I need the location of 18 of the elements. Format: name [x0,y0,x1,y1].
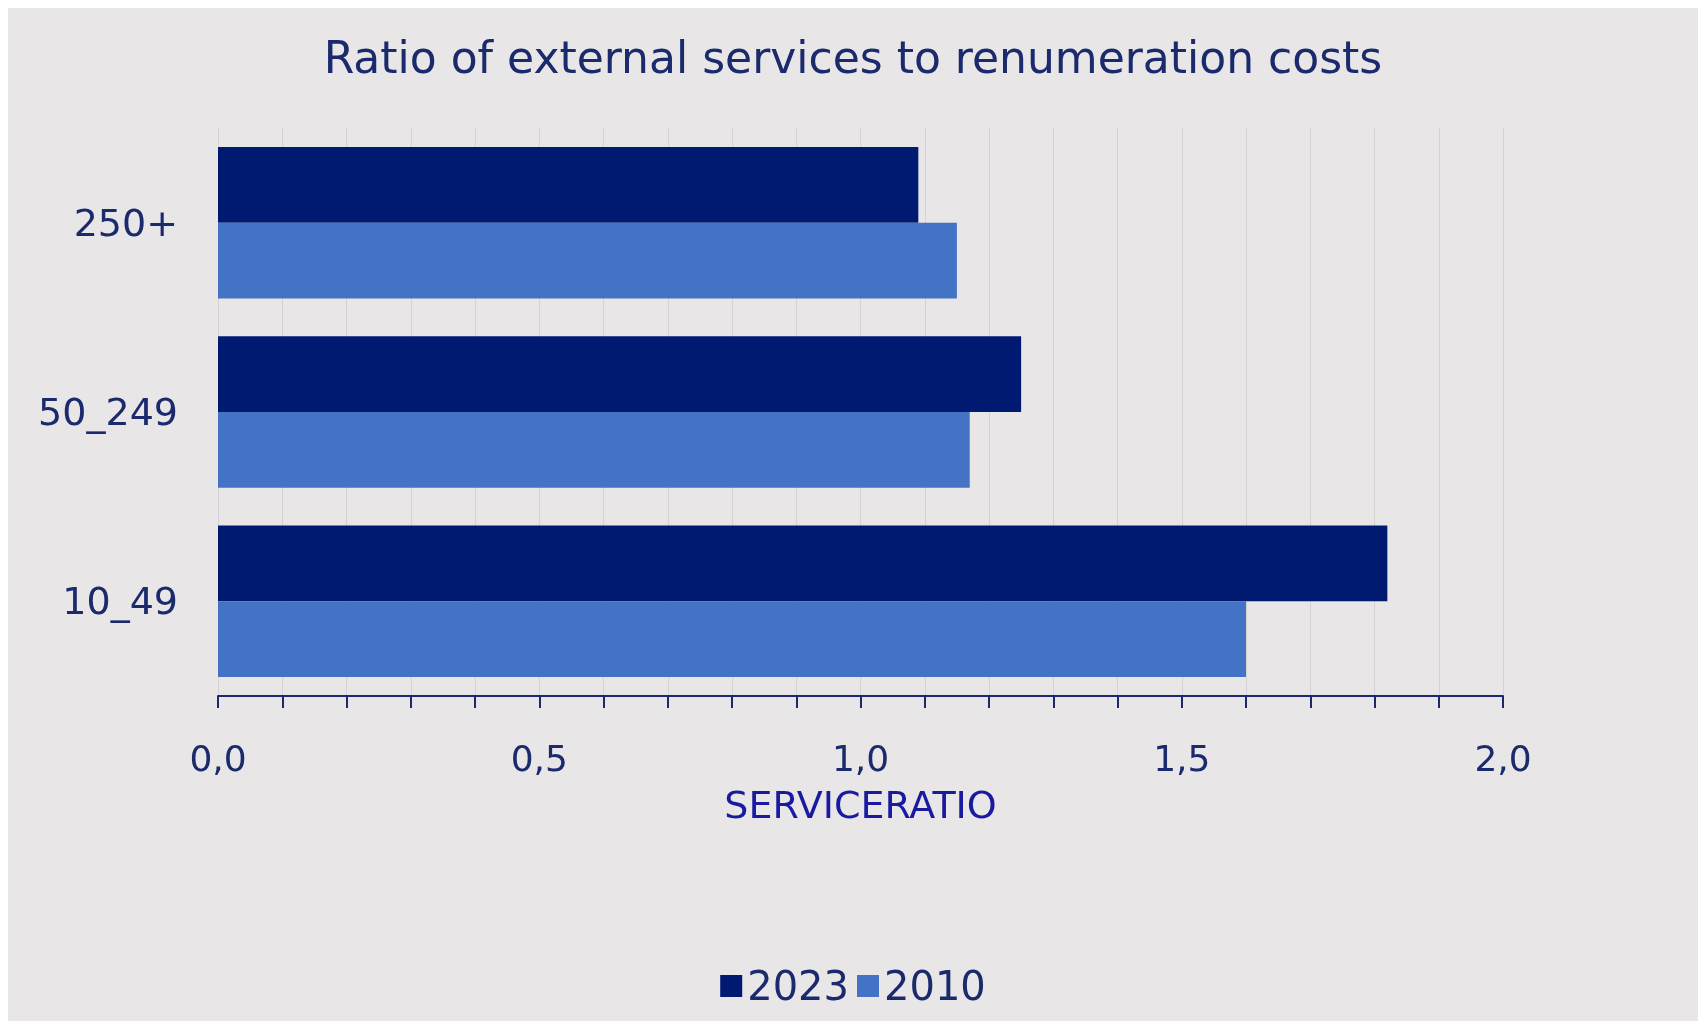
bar [218,146,919,223]
legend-label: 2010 [884,963,986,1009]
y-tick-label: 10_49 [62,579,178,624]
bar [218,222,957,299]
x-tick-label: 0,5 [510,737,568,779]
x-tick-label: 1,0 [831,737,890,779]
bar [218,412,970,488]
x-tick-label: 2,0 [1474,737,1532,779]
bar [218,525,1388,602]
x-tick-label: 0,0 [189,737,247,779]
chart-title: Ratio of external services to renumeration costs [323,31,1383,83]
y-tick-label: 50_249 [38,390,178,434]
bar [218,601,1246,678]
legend-label: 2023 [747,963,849,1009]
x-axis-title: SERVICERATIO [724,783,997,827]
bar [218,336,1022,412]
y-tick-label: 250+ [73,200,178,245]
x-tick-label: 1,5 [1153,737,1211,779]
